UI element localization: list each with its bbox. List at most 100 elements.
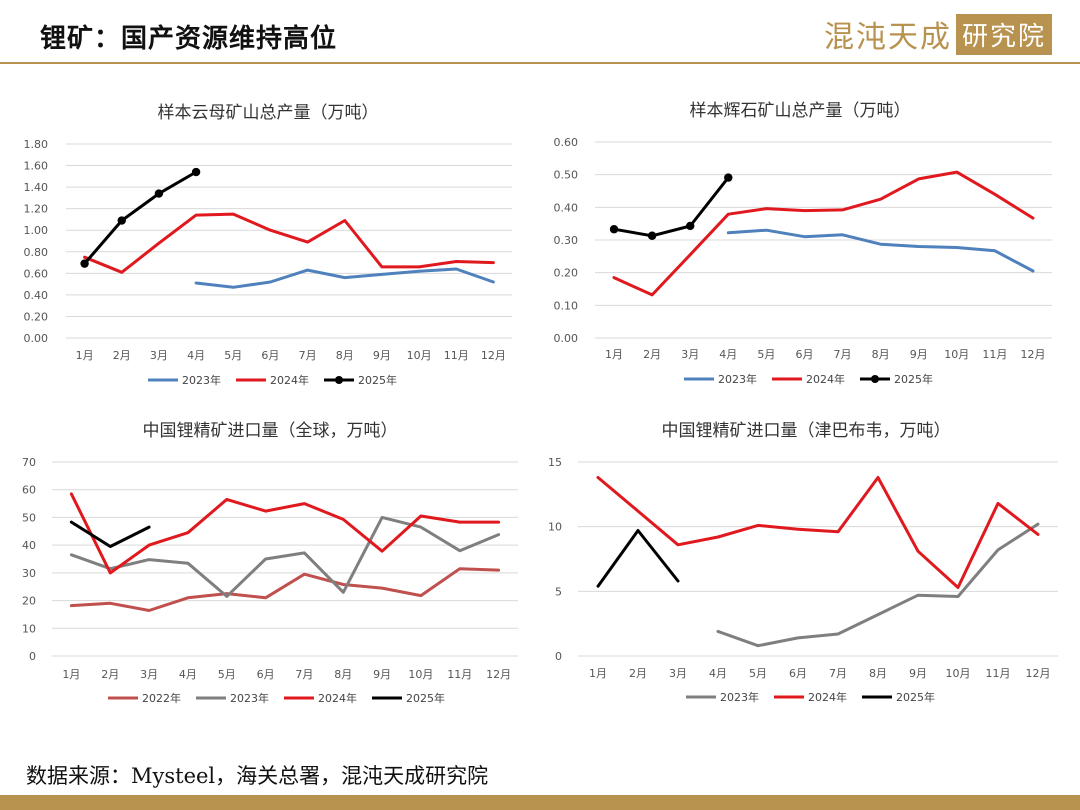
y-tick-label: 1.40 [24,181,49,194]
data-point [609,225,619,234]
y-tick-label: 0.60 [24,267,49,280]
series-3 [80,167,201,268]
x-tick-label: 10月 [944,348,969,361]
chart-title: 样本云母矿山总产量（万吨） [158,103,379,123]
x-tick-label: 8月 [334,668,352,681]
x-tick-label: 11月 [447,668,472,681]
series-line [726,228,1035,273]
legend-label: 2022年 [142,691,181,705]
x-tick-label: 12月 [1020,348,1045,361]
x-tick-label: 10月 [946,667,971,680]
y-tick-label: 0 [29,650,36,663]
x-tick-label: 2月 [643,348,661,361]
x-tick-label: 2月 [101,668,119,681]
series-3 [69,492,501,575]
y-tick-label: 15 [548,456,562,469]
x-tick-label: 8月 [336,349,354,362]
x-tick-label: 11月 [444,349,469,362]
legend-marker [335,376,343,384]
x-tick-label: 7月 [829,667,847,680]
series-3 [609,173,733,240]
y-tick-label: 0.30 [554,234,579,247]
x-tick-label: 8月 [869,667,887,680]
x-tick-label: 10月 [408,668,433,681]
y-tick-label: 30 [22,567,36,580]
series-2 [69,515,501,598]
y-tick-label: 10 [548,521,562,534]
y-tick-label: 40 [22,539,36,552]
series-line [83,170,198,266]
legend-marker [871,375,879,383]
data-point [117,216,126,225]
legend-label: 2023年 [182,373,221,387]
y-tick-label: 0.20 [554,267,579,280]
y-tick-label: 0.00 [24,332,49,345]
data-point [686,221,695,231]
y-tick-label: 0.00 [554,332,579,345]
x-tick-label: 10月 [407,349,432,362]
y-tick-label: 0.60 [554,136,579,149]
y-tick-label: 1.20 [24,203,49,216]
series-line [612,176,730,238]
x-tick-label: 11月 [982,348,1007,361]
chart-3: 中国锂精矿进口量（全球，万吨） 0 10 20 30 40 50 60 70 1月 2月 3月 4月 5月… [22,421,518,705]
x-tick-label: 3月 [140,668,158,681]
x-tick-label: 12月 [486,668,511,681]
legend-label: 2023年 [718,372,757,386]
x-tick-label: 4月 [719,348,737,361]
x-tick-label: 9月 [910,348,928,361]
legend-label: 2024年 [270,373,309,387]
data-point [191,167,201,177]
legend-label: 2023年 [230,691,269,705]
y-tick-label: 1.80 [24,138,49,151]
y-tick-label: 20 [22,595,36,608]
x-tick-label: 6月 [257,668,275,681]
footer-bar [0,795,1080,810]
x-tick-label: 9月 [909,667,927,680]
y-tick-label: 50 [22,511,36,524]
series-2 [596,476,1040,589]
y-tick-label: 70 [22,456,36,469]
x-tick-label: 9月 [373,349,391,362]
series-1 [69,567,501,612]
series-line [69,515,501,598]
legend-label: 2024年 [318,691,357,705]
x-tick-label: 4月 [709,667,727,680]
series-line [596,529,680,588]
y-tick-label: 0.80 [24,246,49,259]
legend-label: 2024年 [806,372,845,386]
x-tick-label: 5月 [218,668,236,681]
data-source-note: 数据来源：Mysteel，海关总署，混沌天成研究院 [26,764,489,788]
x-tick-label: 2月 [629,667,647,680]
x-tick-label: 2月 [113,349,131,362]
data-point [724,173,733,182]
x-tick-label: 1月 [76,349,94,362]
chart-1: 样本云母矿山总产量（万吨） 0.00 0.20 0.40 0.60 0.80 1.00 1.2… [24,103,512,387]
chart-title: 中国锂精矿进口量（津巴布韦，万吨） [662,421,951,441]
series-line [596,476,1040,589]
x-tick-label: 12月 [481,349,506,362]
y-tick-label: 1.00 [24,224,49,237]
x-tick-label: 5月 [749,667,767,680]
x-tick-label: 6月 [789,667,807,680]
x-tick-label: 4月 [187,349,205,362]
brand-logo: 混沌天成 研究院 [824,12,1052,56]
series-line [69,492,501,575]
series-line [69,520,151,548]
y-tick-label: 0.40 [554,201,579,214]
x-tick-label: 1月 [589,667,607,680]
chart-title: 样本辉石矿山总产量（万吨） [690,101,911,121]
series-line [716,522,1040,648]
charts-canvas: 样本云母矿山总产量（万吨） 0.00 0.20 0.40 0.60 0.80 1.00 1.2… [22,101,1058,705]
series-1 [726,228,1035,273]
x-tick-label: 3月 [150,349,168,362]
series-line [69,567,501,612]
y-tick-label: 0.40 [24,289,49,302]
x-tick-label: 8月 [872,348,890,361]
page-title: 锂矿：国产资源维持高位 [40,24,338,54]
x-tick-label: 1月 [62,668,80,681]
data-point [80,259,89,268]
chart-4: 中国锂精矿进口量（津巴布韦，万吨） 0 5 10 15 1月 2月 3月 4月 5月 6月 7月 8月 9… [548,421,1058,704]
header-divider [0,62,1080,64]
logo-text-main: 混沌天成 [823,20,952,55]
